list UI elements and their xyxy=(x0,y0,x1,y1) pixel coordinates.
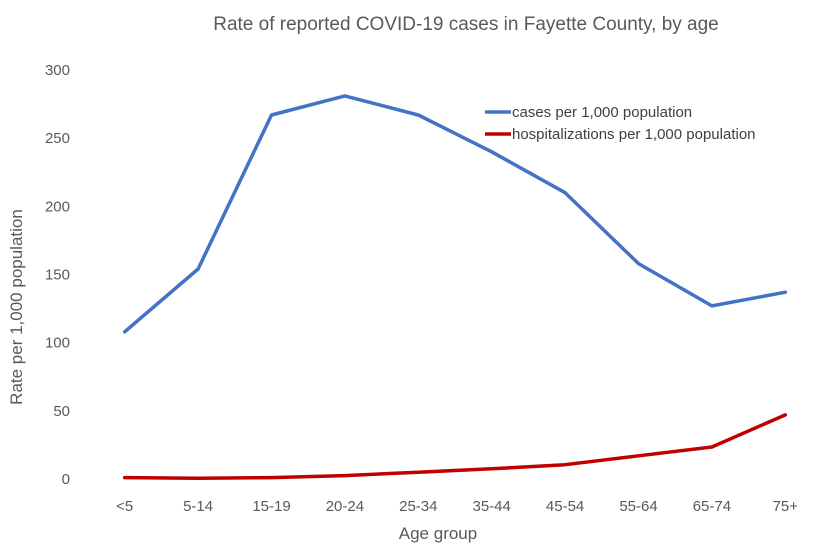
y-tick-label: 200 xyxy=(45,198,70,215)
x-tick-label: 15-19 xyxy=(252,498,290,515)
x-tick-label: 25-34 xyxy=(399,498,437,515)
y-tick-label: 100 xyxy=(45,335,70,352)
y-tick-label: 150 xyxy=(45,267,70,284)
y-axis-title: Rate per 1,000 population xyxy=(7,209,26,405)
x-tick-label: 45-54 xyxy=(546,498,584,515)
chart-title: Rate of reported COVID-19 cases in Fayet… xyxy=(213,14,719,35)
series-line-hospitalizations xyxy=(122,413,788,481)
y-tick-label: 0 xyxy=(62,471,70,488)
x-tick-label: 65-74 xyxy=(693,498,731,515)
x-tick-label: 20-24 xyxy=(326,498,364,515)
plot-area xyxy=(122,94,788,481)
x-tick-label: 5-14 xyxy=(183,498,213,515)
x-tick-label: 35-44 xyxy=(473,498,511,515)
x-tick-label: 55-64 xyxy=(619,498,657,515)
legend-label: cases per 1,000 population xyxy=(512,104,692,121)
x-tick-label: 75+ xyxy=(773,498,799,515)
y-tick-label: 300 xyxy=(45,62,70,79)
series-line-cases xyxy=(122,94,788,334)
y-tick-label: 50 xyxy=(53,403,70,420)
y-tick-label: 250 xyxy=(45,130,70,147)
x-axis-title: Age group xyxy=(399,524,477,543)
legend-label: hospitalizations per 1,000 population xyxy=(512,126,756,143)
legend: cases per 1,000 population hospitalizatio… xyxy=(485,104,756,143)
x-axis: <5 5-14 15-19 20-24 25-34 35-44 45-54 55-64 65-7… xyxy=(116,498,798,515)
x-tick-label: <5 xyxy=(116,498,133,515)
y-axis: 0 50 100 150 200 250 300 xyxy=(45,62,70,488)
